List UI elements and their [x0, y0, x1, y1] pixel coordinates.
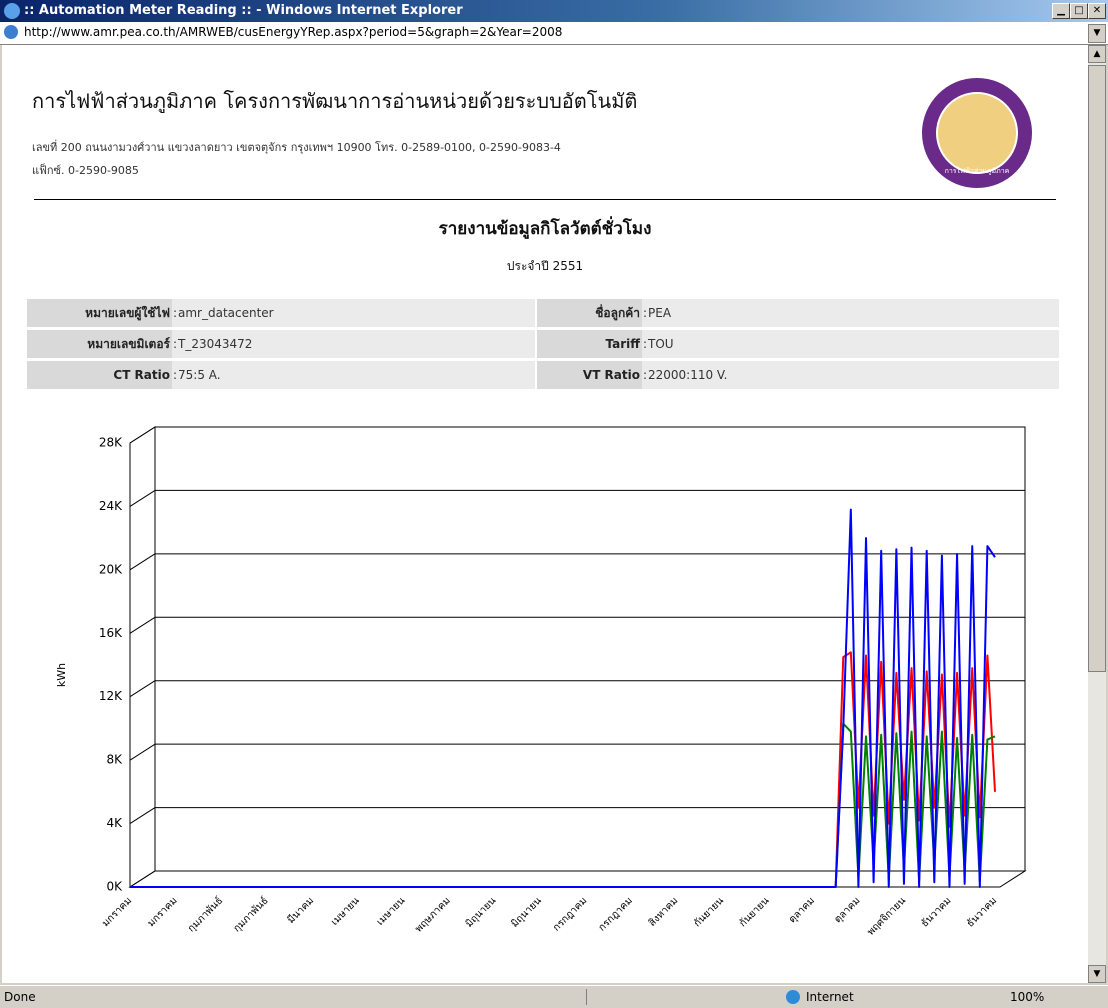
x-tick-label: กุมภาพันธ์ — [185, 895, 225, 935]
report-subtitle: ประจำปี 2551 — [506, 259, 584, 273]
info-separator: : — [172, 330, 178, 358]
y-tick-label: 16K — [99, 626, 123, 640]
x-tick-label: สิงหาคม — [647, 895, 681, 929]
grid-line-side — [129, 743, 156, 761]
x-tick-label: กันยายน — [692, 895, 726, 929]
zone-icon — [786, 990, 800, 1004]
x-tick-label: กันยายน — [738, 895, 772, 929]
info-separator: : — [172, 299, 178, 327]
status-panels — [586, 989, 777, 1005]
info-value: amr_datacenter — [178, 299, 535, 327]
y-tick-label: 20K — [99, 562, 123, 576]
info-label: VT Ratio — [537, 361, 642, 389]
zone: Internet — [806, 990, 854, 1004]
report-title: รายงานข้อมูลกิโลวัตต์ชั่วโมง — [438, 219, 652, 239]
x-tick-label: พฤษภาคม — [413, 895, 452, 934]
url[interactable]: http://www.amr.pea.co.th/AMRWEB/cusEnerg… — [24, 25, 563, 39]
y-tick-label: 8K — [106, 753, 123, 767]
info-table: หมายเลขผู้ใช้ไฟ: amr_datacenter ชื่อลูกค้า… — [27, 299, 1059, 393]
close-button[interactable]: ✕ — [1088, 3, 1106, 19]
grid-line-side — [129, 426, 156, 444]
title-bar: :: Automation Meter Reading :: - Windows… — [0, 0, 1108, 22]
info-separator: : — [642, 299, 648, 327]
grid-line-side — [129, 553, 156, 571]
y-tick-label: 12K — [99, 689, 123, 703]
x-tick-label: มีนาคม — [285, 895, 316, 926]
series-line — [130, 508, 996, 888]
y-tick-label: 4K — [106, 816, 123, 830]
grid-line-side — [129, 807, 156, 824]
url-dropdown[interactable]: ▼ — [1088, 24, 1106, 43]
x-tick-label: ธันวาคม — [965, 895, 999, 929]
x-tick-label: มกราคม — [100, 895, 134, 929]
info-separator: : — [642, 361, 648, 389]
page-icon — [4, 25, 18, 39]
logo: การไฟฟ้าส่วนภูมิภาค — [922, 78, 1032, 188]
x-tick-label: ตุลาคม — [832, 895, 862, 925]
info-label: ชื่อลูกค้า — [537, 299, 642, 327]
left-wall — [129, 426, 156, 888]
info-label: หมายเลขมิเตอร์ — [27, 330, 172, 358]
scrollbar: ▲ ▼ — [1088, 45, 1106, 983]
x-tick-label: กรกฎาคม — [551, 895, 589, 933]
logo-text: การไฟฟ้าส่วนภูมิภาค — [944, 167, 1010, 175]
maximize-button[interactable]: □ — [1070, 3, 1088, 19]
x-tick-label: เมษายน — [375, 895, 408, 928]
grid-line-side — [129, 490, 156, 507]
back-wall — [154, 426, 1026, 872]
grid-line-side — [129, 870, 156, 888]
grid-line-side — [129, 680, 156, 698]
status-text: Done — [4, 990, 36, 1004]
info-value: TOU — [648, 330, 1059, 358]
info-value: 75:5 A. — [178, 361, 535, 389]
x-tick-label: พฤศจิกายน — [865, 895, 908, 938]
y-axis-title: kWh — [55, 663, 68, 687]
address: เลขที่ 200 ถนนงามวงศ์วาน แขวงลาดยาว เขตจ… — [32, 141, 561, 154]
x-tick-label: มกราคม — [146, 895, 180, 929]
org-title: การไฟฟ้าส่วนภูมิภาค โครงการพัฒนาการอ่านห… — [32, 89, 638, 113]
scroll-up[interactable]: ▲ — [1088, 45, 1106, 63]
x-tick-label: มิถุนายน — [464, 895, 499, 930]
address-bar: http://www.amr.pea.co.th/AMRWEB/cusEnerg… — [0, 22, 1108, 45]
minimize-button[interactable]: ▁ — [1052, 3, 1070, 19]
floor — [128, 870, 1027, 888]
y-tick-label: 28K — [99, 436, 123, 450]
status-bar: Done Internet 100% — [0, 985, 1108, 1008]
scroll-thumb[interactable] — [1088, 65, 1106, 672]
info-separator: : — [642, 330, 648, 358]
window-title: :: Automation Meter Reading :: - Windows… — [24, 3, 463, 18]
grid-line-side — [129, 616, 156, 634]
info-label: หมายเลขผู้ใช้ไฟ — [27, 299, 172, 327]
info-separator: : — [172, 361, 178, 389]
divider — [34, 199, 1056, 200]
x-tick-label: กุมภาพันธ์ — [231, 895, 271, 935]
y-tick-label: 24K — [99, 499, 123, 513]
info-label: CT Ratio — [27, 361, 172, 389]
y-tick-label: 0K — [106, 880, 123, 894]
x-tick-label: กรกฎาคม — [597, 895, 635, 933]
logo-inner — [936, 92, 1018, 174]
x-tick-label: เมษายน — [329, 895, 362, 928]
scroll-down[interactable]: ▼ — [1088, 965, 1106, 983]
info-value: 22000:110 V. — [648, 361, 1059, 389]
fax: แฟ็กซ์. 0-2590-9085 — [32, 164, 139, 177]
info-label: Tariff — [537, 330, 642, 358]
info-value: T_23043472 — [178, 330, 535, 358]
x-tick-label: มิถุนายน — [509, 895, 544, 930]
info-value: PEA — [648, 299, 1059, 327]
ie-icon — [4, 3, 20, 19]
x-tick-label: ธันวาคม — [919, 895, 953, 929]
x-tick-label: ตุลาคม — [787, 895, 817, 925]
zoom[interactable]: 100% — [1010, 990, 1045, 1004]
